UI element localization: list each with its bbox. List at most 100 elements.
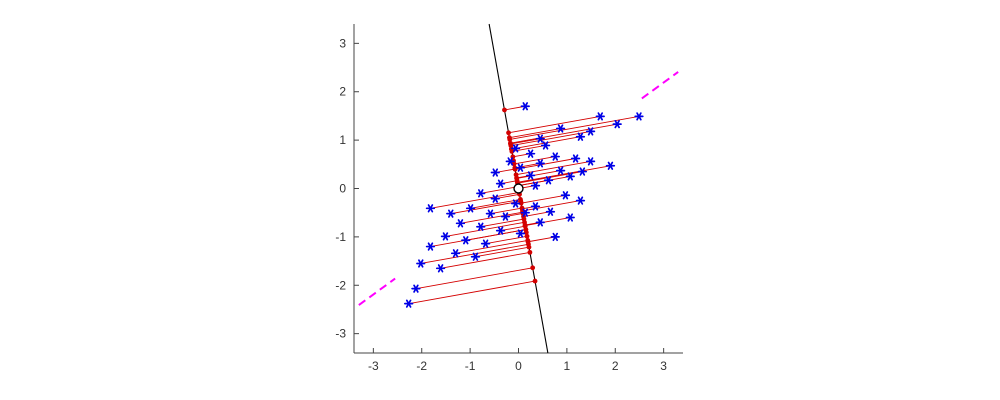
projection-dot	[508, 141, 513, 147]
data-point-star	[535, 134, 545, 143]
projection-segment	[511, 136, 581, 150]
data-point-star	[605, 161, 616, 170]
y-tick-label: -2	[335, 278, 346, 292]
data-point-star	[416, 259, 426, 268]
data-point-star	[585, 127, 596, 136]
projection-segment	[527, 236, 556, 243]
data-point-star	[425, 204, 436, 213]
x-tick-label: -2	[416, 359, 427, 373]
projection-segment	[517, 165, 611, 183]
projection-segment	[508, 115, 601, 134]
data-point-star	[470, 252, 481, 261]
projection-segment	[480, 186, 519, 194]
data-point-star	[540, 141, 551, 150]
data-point-star	[520, 208, 530, 217]
data-point-star	[545, 207, 556, 216]
data-point-star	[550, 152, 560, 161]
projection-segment	[510, 123, 618, 144]
projection-segment	[445, 221, 525, 237]
data-point-star	[510, 199, 521, 208]
projection-dot	[532, 278, 538, 284]
projection-dot	[507, 135, 512, 141]
projection-segment	[460, 211, 523, 224]
data-point-star	[535, 159, 545, 168]
projection-segment	[450, 200, 521, 215]
projection-segment	[485, 235, 528, 245]
data-point-star	[485, 209, 496, 218]
data-point-star	[575, 132, 586, 141]
data-point-star	[520, 102, 530, 111]
projection-dot	[530, 265, 536, 271]
y-tick-label: 0	[339, 182, 346, 196]
data-point-star	[555, 124, 566, 133]
data-point-star	[510, 144, 521, 153]
x-tick-label: 0	[515, 359, 522, 373]
x-tick-label: 2	[612, 359, 619, 373]
projection-segment	[523, 211, 551, 217]
projection-dot	[522, 219, 527, 225]
data-point-star	[440, 232, 451, 241]
projection-dot	[514, 178, 520, 184]
x-tick-label: 1	[564, 359, 571, 373]
data-point-star	[530, 202, 541, 211]
data-point-star	[500, 212, 511, 221]
projection-dot	[526, 241, 531, 247]
data-point-star	[435, 264, 446, 273]
data-point-star	[505, 157, 515, 166]
data-point-star	[550, 232, 560, 242]
origin-marker	[513, 183, 524, 194]
data-point-star	[480, 239, 491, 248]
x-tick-label: 3	[660, 359, 667, 373]
projection-segment	[525, 217, 571, 227]
data-point-star	[585, 157, 596, 166]
y-tick-label: 3	[339, 36, 346, 50]
data-point-star	[515, 229, 526, 238]
projection-segment	[475, 246, 530, 258]
data-point-star	[565, 172, 575, 181]
projection-segment	[510, 130, 591, 147]
projection-dot	[524, 233, 530, 239]
projection-dot	[525, 238, 531, 243]
data-point-star	[455, 219, 466, 228]
x-tick-label: -1	[465, 359, 476, 373]
data-point-star	[490, 194, 500, 203]
projection-dot	[523, 227, 529, 232]
reference-line-segment	[358, 277, 396, 306]
x-tick-label: -3	[368, 359, 379, 373]
data-point-star	[612, 120, 622, 129]
data-point-star	[476, 222, 486, 231]
data-point-star	[404, 299, 414, 308]
data-point-star	[570, 154, 581, 163]
data-point-star	[525, 171, 536, 180]
projection-segment	[408, 280, 536, 305]
data-point-star	[465, 204, 476, 213]
data-point-star	[575, 196, 586, 205]
projection-segment	[514, 156, 556, 165]
data-point-star	[525, 149, 536, 158]
data-point-star	[495, 226, 506, 235]
projection-segment	[516, 170, 561, 179]
data-point-star	[490, 168, 500, 177]
projection-segment	[440, 251, 530, 269]
projection-segment	[490, 207, 523, 215]
data-point-star	[595, 112, 605, 121]
projection-segment	[455, 240, 528, 254]
y-tick-label: -1	[335, 230, 346, 244]
data-point-star	[543, 176, 554, 185]
projection-dot	[506, 130, 511, 136]
projection-segment	[515, 160, 591, 176]
projection-dot	[518, 198, 524, 204]
data-point-star	[495, 179, 506, 188]
projection-segment	[509, 128, 561, 139]
data-point-star	[461, 236, 471, 245]
data-point-star	[446, 209, 456, 218]
data-point-star	[535, 218, 545, 227]
data-point-star	[634, 112, 644, 121]
projection-dot	[502, 107, 507, 113]
projection-segment	[470, 198, 521, 209]
projection-segment	[521, 194, 566, 204]
data-point-star	[555, 166, 566, 175]
projection-segment	[415, 267, 533, 290]
